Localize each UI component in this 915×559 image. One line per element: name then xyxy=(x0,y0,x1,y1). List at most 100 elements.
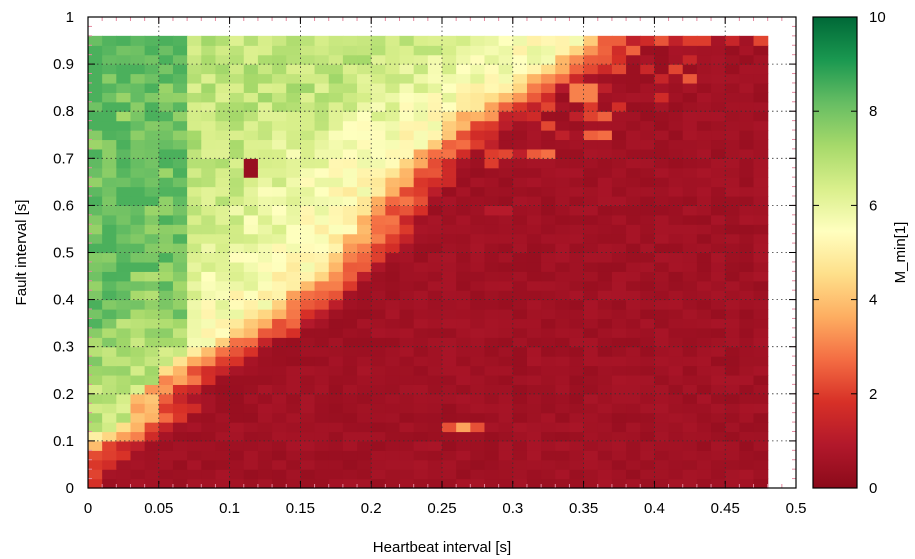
heatmap-cell xyxy=(583,167,599,178)
heatmap-cell xyxy=(257,356,273,367)
heatmap-cell xyxy=(257,158,273,169)
heatmap-cell xyxy=(342,356,358,367)
heatmap-cell xyxy=(357,92,372,103)
heatmap-cell xyxy=(371,459,386,470)
y-tick-label: 0 xyxy=(66,480,74,497)
heatmap-cell xyxy=(272,403,287,414)
heatmap-cell xyxy=(88,365,103,376)
heatmap-cell xyxy=(229,73,245,84)
heatmap-cell xyxy=(286,64,301,75)
heatmap-cell xyxy=(385,82,401,93)
heatmap-cell xyxy=(158,214,174,225)
heatmap-cell xyxy=(640,403,655,414)
heatmap-cell xyxy=(555,186,571,197)
heatmap-cell xyxy=(696,356,712,367)
heatmap-cell xyxy=(116,384,132,395)
heatmap-cell xyxy=(300,365,316,376)
heatmap-cell xyxy=(399,64,415,75)
heatmap-cell xyxy=(116,111,132,122)
heatmap-cell xyxy=(442,309,457,320)
heatmap-cell xyxy=(739,148,755,159)
heatmap-cell xyxy=(526,139,542,150)
heatmap-cell xyxy=(102,478,117,489)
heatmap-cell xyxy=(668,280,684,291)
heatmap-cell xyxy=(668,45,684,56)
heatmap-cell xyxy=(102,54,117,65)
heatmap-cell xyxy=(753,252,769,263)
heatmap-cell xyxy=(88,459,103,470)
heatmap-cell xyxy=(555,393,571,404)
heatmap-cell xyxy=(272,261,287,272)
heatmap-cell xyxy=(456,280,471,291)
heatmap-cell xyxy=(385,139,401,150)
heatmap-cell xyxy=(597,82,613,93)
heatmap-cell xyxy=(597,214,613,225)
heatmap-cell xyxy=(144,101,160,112)
heatmap-cell xyxy=(102,92,117,103)
heatmap-cell xyxy=(696,177,712,188)
heatmap-cell xyxy=(569,356,585,367)
heatmap-cell xyxy=(371,120,386,131)
heatmap-cell xyxy=(654,120,670,131)
heatmap-cell xyxy=(526,233,542,244)
heatmap-cell xyxy=(526,158,542,169)
heatmap-cell xyxy=(130,177,146,188)
heatmap-cell xyxy=(413,403,429,414)
heatmap-cell xyxy=(442,393,457,404)
heatmap-cell xyxy=(484,299,500,310)
heatmap-cell xyxy=(682,403,698,414)
heatmap-cell xyxy=(328,92,344,103)
heatmap-cell xyxy=(342,412,358,423)
heatmap-cell xyxy=(654,403,670,414)
heatmap-cell xyxy=(498,261,514,272)
heatmap-cell xyxy=(597,422,613,433)
heatmap-cell xyxy=(725,82,740,93)
heatmap-cell xyxy=(130,214,146,225)
heatmap-cell xyxy=(498,318,514,329)
heatmap-cell xyxy=(427,195,443,206)
heatmap-cell xyxy=(229,92,245,103)
heatmap-cell xyxy=(300,177,316,188)
heatmap-cell xyxy=(640,82,655,93)
heatmap-cell xyxy=(243,431,259,442)
heatmap-cell xyxy=(682,280,698,291)
heatmap-cell xyxy=(201,45,217,56)
heatmap-cell xyxy=(626,101,641,112)
heatmap-cell xyxy=(456,252,471,263)
heatmap-cell xyxy=(187,186,202,197)
heatmap-cell xyxy=(611,299,627,310)
heatmap-cell xyxy=(357,101,372,112)
heatmap-cell xyxy=(116,450,132,461)
heatmap-cell xyxy=(442,243,457,254)
heatmap-cell xyxy=(442,412,457,423)
heatmap-cell xyxy=(498,35,514,46)
heatmap-cell xyxy=(272,167,287,178)
heatmap-cell xyxy=(498,384,514,395)
heatmap-cell xyxy=(314,327,330,338)
heatmap-cell xyxy=(102,440,117,451)
heatmap-cell xyxy=(654,224,670,235)
heatmap-cell xyxy=(711,101,726,112)
heatmap-cell xyxy=(187,450,202,461)
heatmap-cell xyxy=(102,224,117,235)
heatmap-cell xyxy=(172,327,188,338)
heatmap-cell xyxy=(413,54,429,65)
heatmap-cell xyxy=(130,365,146,376)
heatmap-cell xyxy=(668,478,684,489)
heatmap-cell xyxy=(456,356,471,367)
heatmap-cell xyxy=(611,252,627,263)
heatmap-cell xyxy=(201,243,217,254)
heatmap-cell xyxy=(201,478,217,489)
heatmap-cell xyxy=(442,261,457,272)
heatmap-cell xyxy=(498,167,514,178)
heatmap-cell xyxy=(583,280,599,291)
heatmap-cell xyxy=(357,130,372,141)
heatmap-cell xyxy=(229,271,245,282)
heatmap-cell xyxy=(158,478,174,489)
heatmap-cell xyxy=(130,318,146,329)
heatmap-cell xyxy=(753,412,769,423)
heatmap-cell xyxy=(668,403,684,414)
heatmap-cell xyxy=(272,290,287,301)
heatmap-cell xyxy=(498,271,514,282)
heatmap-cell xyxy=(385,73,401,84)
